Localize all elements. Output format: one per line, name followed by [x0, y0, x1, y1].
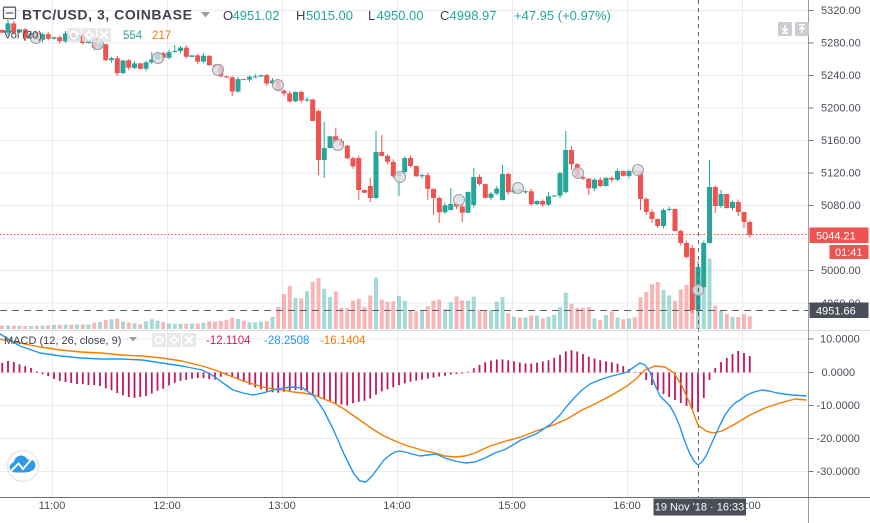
- svg-text:-12.1104: -12.1104: [206, 335, 251, 347]
- svg-text:5240.00: 5240.00: [821, 70, 861, 82]
- svg-text:4998.97: 4998.97: [450, 8, 497, 23]
- svg-text:+47.95 (+0.97%): +47.95 (+0.97%): [514, 8, 611, 23]
- svg-text:C: C: [440, 8, 449, 23]
- svg-text:10.0000: 10.0000: [820, 334, 860, 346]
- svg-text:11:00: 11:00: [39, 500, 66, 512]
- svg-text:5280.00: 5280.00: [821, 38, 861, 50]
- svg-text:-28.2508: -28.2508: [264, 335, 309, 347]
- svg-text:13:00: 13:00: [268, 500, 296, 512]
- svg-text:5320.00: 5320.00: [821, 5, 861, 17]
- svg-text:L: L: [368, 8, 375, 23]
- svg-text:16:00: 16:00: [613, 500, 641, 512]
- svg-text:0.0000: 0.0000: [822, 367, 856, 379]
- svg-text:12:00: 12:00: [153, 500, 181, 512]
- svg-text:-30.0000: -30.0000: [817, 466, 860, 478]
- svg-text:H: H: [296, 8, 305, 23]
- svg-text:554: 554: [123, 30, 143, 42]
- svg-text:BTC/USD, 3, COINBASE: BTC/USD, 3, COINBASE: [22, 6, 192, 22]
- svg-text:5000.00: 5000.00: [821, 265, 861, 277]
- svg-text:15:00: 15:00: [498, 500, 526, 512]
- svg-text:5120.00: 5120.00: [821, 168, 861, 180]
- svg-text:14:00: 14:00: [383, 500, 411, 512]
- svg-text:5160.00: 5160.00: [821, 135, 861, 147]
- svg-text:5044.21: 5044.21: [816, 230, 856, 242]
- svg-text:4951.02: 4951.02: [233, 8, 280, 23]
- svg-text:O: O: [223, 8, 233, 23]
- svg-text:217: 217: [152, 30, 171, 42]
- svg-text:5200.00: 5200.00: [821, 103, 861, 115]
- svg-text:19 Nov '18 · 16:33: 19 Nov '18 · 16:33: [655, 502, 745, 514]
- svg-text:-10.0000: -10.0000: [817, 400, 860, 412]
- svg-text:Vol (20): Vol (20): [4, 30, 42, 42]
- svg-text:-16.1404: -16.1404: [320, 335, 366, 347]
- svg-text:-20.0000: -20.0000: [817, 433, 860, 445]
- svg-text:MACD (12, 26, close, 9): MACD (12, 26, close, 9): [4, 335, 121, 347]
- svg-text:01:41: 01:41: [835, 247, 863, 259]
- svg-text:5015.00: 5015.00: [306, 8, 353, 23]
- svg-text:4951.66: 4951.66: [816, 305, 856, 317]
- svg-text:4950.00: 4950.00: [377, 8, 424, 23]
- svg-text:5080.00: 5080.00: [821, 200, 861, 212]
